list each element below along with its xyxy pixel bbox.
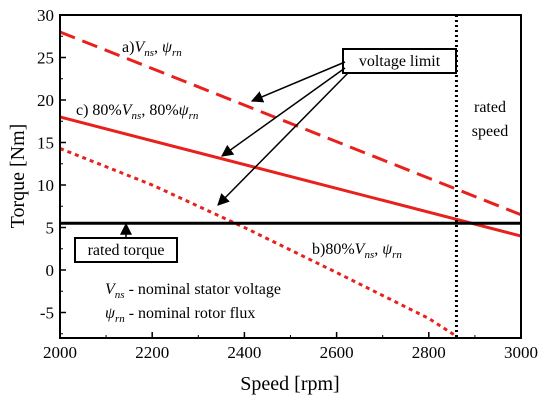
y-tick-label: 10 — [37, 176, 54, 195]
voltage-limit-arrow-a — [250, 61, 346, 103]
series-line-2 — [60, 147, 458, 338]
y-tick-label: 30 — [37, 6, 54, 25]
legend-vns-note: Vns - nominal stator voltage — [105, 281, 281, 301]
y-tick-label: -5 — [40, 304, 54, 323]
curve-a-label: a)Vns, ψrn — [122, 39, 182, 59]
y-axis-label: Torque [Nm] — [7, 124, 29, 229]
series-layer — [60, 30, 521, 338]
x-tick-label: 2600 — [320, 343, 354, 362]
rated-torque-text: rated torque — [88, 242, 165, 259]
voltage-limit-arrow-b — [217, 72, 349, 206]
y-tick-label: 5 — [46, 219, 55, 238]
curve-c-label: c) 80%Vns, 80%ψrn — [76, 102, 199, 122]
tick-layer: 2000 2200 2400 2600 2800 3000 -5 0 5 10 15 20 25 30 — [37, 6, 538, 362]
x-tick-label: 2200 — [135, 343, 169, 362]
x-tick-label: 3000 — [504, 343, 538, 362]
voltage-limit-text: voltage limit — [359, 53, 441, 70]
x-tick-label: 2000 — [43, 343, 77, 362]
x-tick-label: 2400 — [227, 343, 261, 362]
voltage-limit-arrow-c — [221, 67, 346, 157]
y-tick-label: 20 — [37, 91, 54, 110]
rated-speed-label-line2: speed — [472, 123, 508, 140]
voltage-limit-box — [342, 48, 457, 74]
x-tick-label: 2800 — [412, 343, 446, 362]
series-line-1 — [60, 115, 521, 238]
y-tick-label: 0 — [46, 261, 55, 280]
y-tick-label: 25 — [37, 49, 54, 68]
x-axis-label: Speed [rpm] — [240, 373, 339, 395]
rated-torque-box — [74, 237, 178, 263]
rated-speed-label-line1: rated — [474, 99, 506, 116]
y-tick-label: 15 — [37, 134, 54, 153]
series-line-0 — [60, 30, 521, 217]
legend-psirn-note: ψrn - nominal rotor flux — [105, 305, 255, 325]
curve-b-label: b)80%Vns, ψrn — [312, 241, 402, 261]
